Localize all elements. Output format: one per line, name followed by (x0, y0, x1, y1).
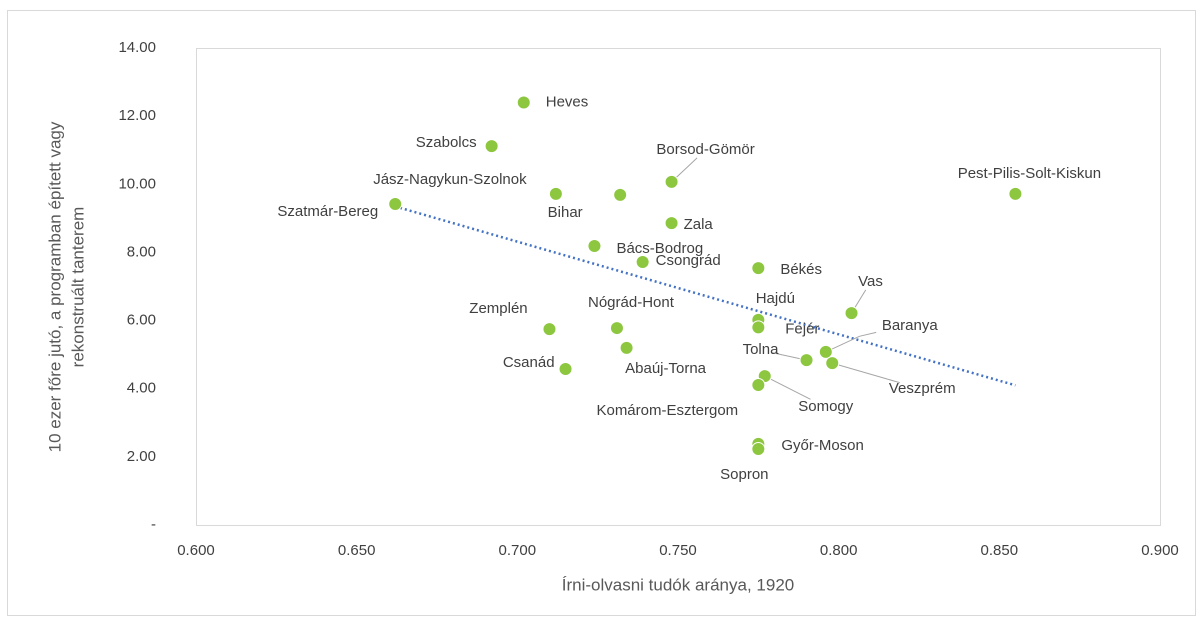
point-label: Somogy (798, 398, 854, 415)
x-tick-label: 0.600 (177, 542, 215, 559)
leader-line (671, 157, 698, 183)
point-label: Zemplén (469, 300, 527, 317)
leader-line (825, 331, 877, 353)
point (664, 174, 679, 189)
point (613, 187, 628, 202)
y-tick-label: - (151, 516, 156, 533)
point (484, 139, 499, 154)
point (619, 340, 634, 355)
point (751, 377, 766, 392)
point-label: Veszprém (889, 380, 956, 397)
y-tick-label: 8.00 (127, 243, 156, 260)
plot-area (196, 48, 1161, 526)
point-label: Baranya (882, 317, 939, 334)
point-label: Komárom-Esztergom (596, 402, 738, 419)
y-tick-label: 6.00 (127, 312, 156, 329)
point (516, 95, 531, 110)
point (751, 261, 766, 276)
point (751, 442, 766, 457)
point (799, 353, 814, 368)
point (664, 216, 679, 231)
point (818, 344, 833, 359)
leader-line (851, 289, 867, 314)
point-label: Sopron (720, 466, 768, 483)
point-label: Bács-Bodrog (616, 240, 703, 257)
point-label: Csanád (503, 354, 555, 371)
point (825, 356, 840, 371)
x-tick-label: 0.900 (1141, 542, 1179, 559)
point (635, 254, 650, 269)
point-label: Békés (780, 261, 822, 278)
y-tick-label: 12.00 (118, 107, 156, 124)
y-tick-label: 2.00 (127, 448, 156, 465)
point (844, 306, 859, 321)
point-label: Pest-Pilis-Solt-Kiskun (958, 165, 1101, 182)
point-label: Szabolcs (416, 134, 477, 151)
point-label: Nógrád-Hont (588, 294, 675, 311)
point (548, 186, 563, 201)
point-label: Abaúj-Torna (625, 360, 707, 377)
point (542, 322, 557, 337)
point (587, 238, 602, 253)
point-label: Hajdú (756, 290, 795, 307)
point-label: Jász-Nagykun-Szolnok (373, 171, 527, 188)
x-tick-label: 0.700 (499, 542, 537, 559)
point (388, 197, 403, 212)
x-tick-label: 0.800 (820, 542, 858, 559)
point (1008, 186, 1023, 201)
x-tick-label: 0.750 (659, 542, 697, 559)
point-label: Bihar (548, 204, 583, 221)
leader-line (764, 375, 811, 400)
point-label: Szatmár-Bereg (277, 203, 378, 220)
leader-line (771, 352, 807, 361)
point-label: Borsod-Gömör (656, 141, 754, 158)
point (751, 320, 766, 335)
point-label: Csongrád (656, 252, 721, 269)
point-label: Heves (546, 93, 589, 110)
point-label: Fejér (785, 320, 819, 337)
point (558, 361, 573, 376)
point-label: Győr-Moson (781, 437, 864, 454)
point (609, 321, 624, 336)
x-axis-title: Írni-olvasni tudók aránya, 1920 (562, 575, 794, 594)
y-tick-label: 14.00 (118, 39, 156, 56)
point-label: Vas (858, 273, 883, 290)
y-tick-label: 4.00 (127, 380, 156, 397)
chart-frame (7, 10, 1196, 616)
y-tick-label: 10.00 (118, 175, 156, 192)
y-axis-title: 10 ezer főre jutó, a programban épített … (45, 121, 64, 452)
x-tick-label: 0.850 (981, 542, 1019, 559)
point-label: Tolna (743, 341, 780, 358)
x-tick-label: 0.650 (338, 542, 376, 559)
y-axis-title: rekonstruált tanterem (68, 207, 87, 368)
leader-line (832, 362, 900, 384)
point-label: Zala (684, 216, 714, 233)
